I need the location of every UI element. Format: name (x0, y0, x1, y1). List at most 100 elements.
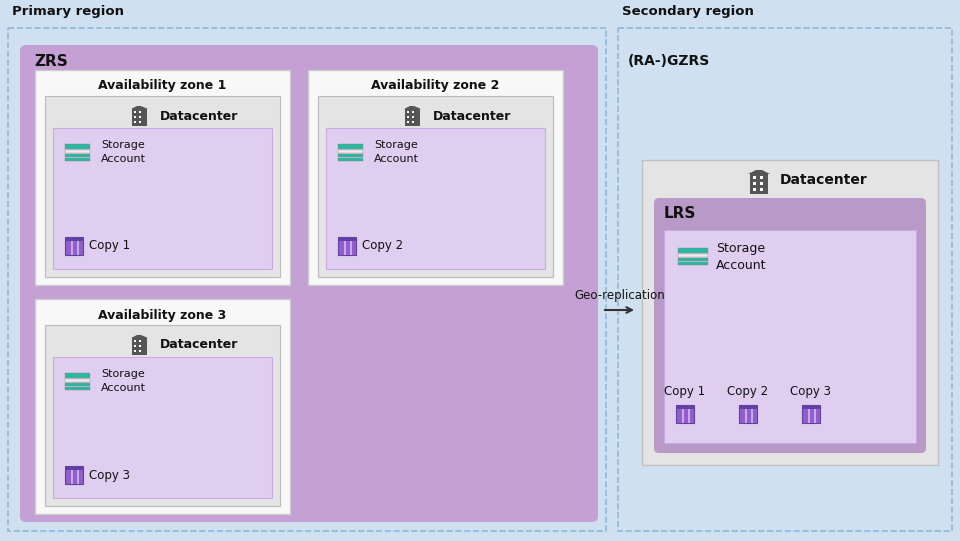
Bar (53, 357, 272, 498)
Bar (45, 325, 280, 506)
Bar (678, 254, 708, 257)
Text: Storage
Account: Storage Account (101, 141, 146, 163)
Text: (RA-)GZRS: (RA-)GZRS (628, 54, 710, 68)
Bar (308, 70, 563, 285)
Text: Datacenter: Datacenter (433, 109, 512, 122)
Bar (45, 96, 280, 277)
Bar (77, 241, 79, 255)
Bar (134, 350, 136, 352)
Bar (132, 109, 147, 126)
Bar (338, 150, 363, 153)
Bar (760, 176, 763, 179)
Text: Availability zone 3: Availability zone 3 (98, 308, 227, 321)
Text: Copy 3: Copy 3 (89, 469, 130, 481)
Bar (338, 158, 363, 161)
Bar (134, 111, 136, 113)
Bar (678, 262, 708, 265)
Bar (802, 405, 820, 423)
Bar (407, 121, 409, 123)
Bar (338, 154, 363, 157)
Bar (65, 383, 90, 386)
Bar (134, 340, 136, 342)
Text: Datacenter: Datacenter (160, 339, 238, 352)
Bar (65, 373, 90, 378)
Bar (753, 176, 756, 179)
Bar (35, 70, 290, 285)
FancyBboxPatch shape (654, 198, 926, 453)
Text: LRS: LRS (664, 207, 696, 221)
Bar (344, 241, 346, 255)
Bar (65, 237, 83, 255)
Bar (678, 258, 708, 261)
Text: ZRS: ZRS (34, 54, 68, 69)
Bar (760, 188, 763, 191)
Bar (139, 350, 141, 352)
Bar (407, 116, 409, 118)
Bar (751, 409, 753, 423)
Bar (134, 121, 136, 123)
Polygon shape (404, 106, 421, 109)
Bar (139, 111, 141, 113)
Text: Secondary region: Secondary region (622, 5, 754, 18)
Bar (676, 405, 694, 423)
Bar (134, 116, 136, 118)
Bar (139, 345, 141, 347)
Bar (71, 241, 73, 255)
Bar (760, 182, 763, 185)
Bar (350, 241, 352, 255)
Bar (65, 379, 90, 382)
Bar (65, 154, 90, 157)
Bar (618, 28, 952, 531)
Bar (405, 109, 420, 126)
Text: Datacenter: Datacenter (160, 109, 238, 122)
Bar (71, 470, 73, 484)
Bar (139, 121, 141, 123)
Bar (412, 111, 414, 113)
Bar (77, 470, 79, 484)
Bar (326, 128, 545, 269)
Text: Datacenter: Datacenter (780, 173, 868, 187)
Bar (65, 150, 90, 153)
Bar (53, 128, 272, 269)
Bar (65, 387, 90, 390)
Bar (682, 409, 684, 423)
Bar (676, 405, 694, 409)
Bar (65, 237, 83, 241)
Bar (407, 111, 409, 113)
Polygon shape (131, 106, 148, 109)
Text: Availability zone 1: Availability zone 1 (98, 80, 227, 93)
Bar (753, 188, 756, 191)
Bar (739, 405, 757, 423)
Bar (739, 405, 757, 409)
Text: Storage
Account: Storage Account (716, 242, 766, 272)
Bar (814, 409, 816, 423)
Bar (750, 174, 768, 194)
Bar (745, 409, 747, 423)
Text: Copy 1: Copy 1 (664, 385, 706, 398)
Polygon shape (748, 170, 770, 174)
Text: Copy 3: Copy 3 (790, 385, 831, 398)
Bar (808, 409, 810, 423)
Bar (753, 182, 756, 185)
Bar (65, 466, 83, 470)
Polygon shape (131, 335, 148, 338)
Bar (318, 96, 553, 277)
Text: Copy 1: Copy 1 (89, 240, 131, 253)
Bar (688, 409, 690, 423)
Bar (132, 338, 147, 355)
Bar (139, 116, 141, 118)
Bar (134, 345, 136, 347)
Bar (65, 144, 90, 149)
Bar (412, 121, 414, 123)
Bar (65, 158, 90, 161)
Bar (338, 144, 363, 149)
FancyBboxPatch shape (20, 45, 598, 522)
Bar (65, 466, 83, 484)
Text: Copy 2: Copy 2 (362, 240, 403, 253)
Bar (8, 28, 606, 531)
Text: Availability zone 2: Availability zone 2 (372, 80, 500, 93)
Bar (35, 299, 290, 514)
Bar (338, 237, 356, 241)
Text: Storage
Account: Storage Account (374, 141, 419, 163)
Bar (139, 340, 141, 342)
